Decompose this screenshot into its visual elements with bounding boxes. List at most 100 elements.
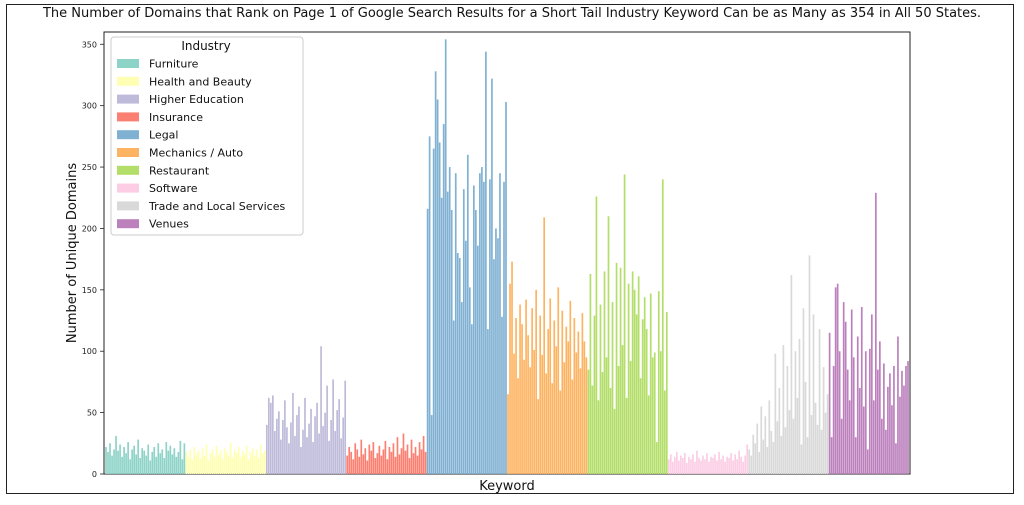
- bar: [255, 449, 258, 474]
- bar: [671, 461, 674, 474]
- bar: [191, 459, 194, 474]
- legend-label: Legal: [149, 129, 178, 142]
- bar: [527, 335, 529, 474]
- bar: [786, 365, 789, 474]
- bar: [730, 453, 732, 474]
- bar: [812, 314, 815, 474]
- bar: [356, 449, 359, 474]
- bar: [623, 174, 626, 474]
- bar: [139, 458, 142, 474]
- legend-label: Mechanics / Auto: [149, 147, 243, 160]
- bar: [259, 444, 262, 474]
- bar: [378, 445, 381, 474]
- bar: [744, 455, 747, 474]
- bar: [167, 450, 170, 474]
- bar: [107, 451, 109, 474]
- bar: [615, 262, 618, 474]
- bar: [231, 458, 234, 474]
- bar: [822, 367, 825, 474]
- bar: [468, 287, 471, 474]
- bar: [253, 455, 256, 474]
- legend-label: Trade and Local Services: [148, 200, 285, 213]
- bar: [740, 456, 743, 474]
- bar: [358, 456, 361, 474]
- bar: [816, 424, 819, 474]
- bar: [798, 338, 801, 474]
- bar: [864, 351, 867, 474]
- bar: [306, 437, 308, 474]
- bar: [543, 217, 546, 474]
- bar: [263, 450, 266, 474]
- bar: [364, 448, 367, 474]
- bar: [241, 450, 244, 474]
- bar: [436, 99, 439, 475]
- bar: [868, 348, 871, 474]
- bar: [686, 462, 688, 474]
- bar: [284, 400, 286, 474]
- bar: [565, 326, 568, 474]
- bar: [854, 437, 857, 474]
- bar: [396, 437, 399, 474]
- y-axis-label: Number of Unique Domains: [65, 163, 80, 343]
- bar: [159, 453, 162, 474]
- bar: [239, 456, 242, 474]
- bar: [806, 437, 809, 474]
- bar: [340, 438, 343, 474]
- legend-label: Higher Education: [149, 93, 244, 106]
- bar: [607, 216, 610, 474]
- bar: [127, 442, 129, 474]
- bar: [267, 397, 270, 474]
- bar: [665, 311, 668, 474]
- bar: [497, 238, 499, 474]
- bar: [537, 399, 539, 474]
- bar: [292, 392, 294, 474]
- bar: [531, 308, 533, 474]
- bar: [710, 456, 712, 474]
- bar: [360, 439, 363, 474]
- bar: [639, 378, 642, 474]
- bar: [810, 415, 813, 474]
- bar: [870, 314, 873, 474]
- bar: [581, 313, 584, 474]
- bar: [398, 454, 401, 474]
- legend-swatch: [117, 94, 139, 104]
- bar: [718, 451, 720, 474]
- bar: [189, 449, 192, 474]
- bar: [388, 446, 391, 474]
- bar: [115, 435, 117, 474]
- bar: [748, 449, 751, 474]
- bar: [635, 314, 638, 474]
- bar: [434, 71, 437, 475]
- bar: [133, 445, 135, 474]
- bar: [233, 449, 236, 474]
- bar: [617, 365, 620, 474]
- bar: [157, 443, 160, 474]
- bar: [269, 402, 272, 474]
- bar: [304, 397, 306, 474]
- bar: [696, 450, 698, 474]
- bar: [655, 442, 658, 474]
- legend-swatch: [117, 130, 139, 140]
- bar: [631, 271, 634, 474]
- bar: [573, 318, 576, 474]
- bar: [720, 459, 722, 474]
- bar: [629, 361, 632, 474]
- bar: [752, 434, 755, 474]
- bar: [495, 228, 497, 474]
- y-tick-label: 50: [87, 409, 97, 418]
- bar: [151, 451, 154, 474]
- bar: [682, 458, 684, 474]
- bar: [742, 461, 745, 474]
- bar: [585, 357, 588, 474]
- bar: [734, 454, 736, 474]
- bar: [448, 167, 451, 475]
- bar: [802, 308, 805, 474]
- bar: [380, 455, 383, 474]
- bar: [879, 341, 881, 474]
- bar: [444, 39, 447, 474]
- bar: [897, 336, 899, 474]
- bar: [804, 381, 807, 474]
- bar: [599, 304, 602, 474]
- x-axis-label: Keyword: [479, 479, 535, 494]
- bar: [866, 449, 869, 474]
